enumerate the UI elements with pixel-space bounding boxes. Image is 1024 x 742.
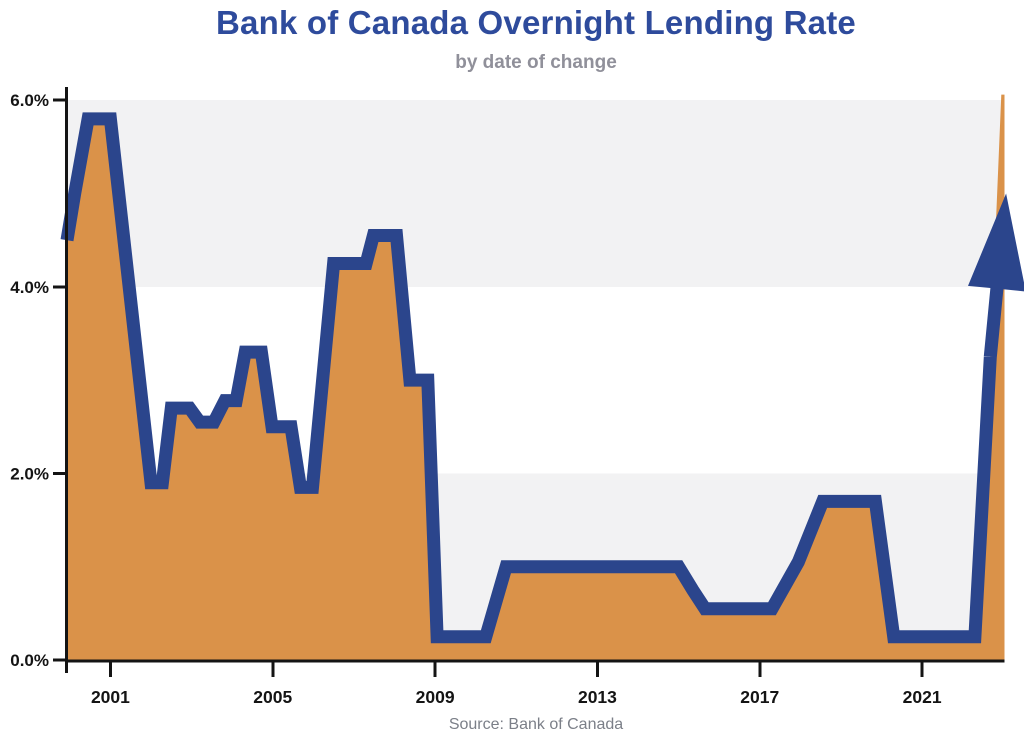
rate-area: [67, 94, 1005, 661]
x-tick-label: 2001: [91, 687, 130, 707]
source-note: Source: Bank of Canada: [448, 716, 624, 733]
y-tick-label: 2.0%: [10, 464, 49, 483]
x-tick-label: 2021: [903, 687, 942, 707]
chart-title: Bank of Canada Overnight Lending Rate: [216, 4, 856, 41]
y-tick-label: 6.0%: [10, 91, 49, 110]
y-tick-label: 4.0%: [10, 278, 49, 297]
plot-band: [67, 100, 1005, 287]
x-tick-label: 2013: [578, 687, 617, 707]
x-tick-label: 2017: [740, 687, 779, 707]
y-tick-label: 0.0%: [10, 651, 49, 670]
x-tick-label: 2009: [416, 687, 455, 707]
rate-line: [60, 112, 997, 644]
x-tick-label: 2005: [253, 687, 292, 707]
trend-arrow-icon: [968, 193, 1024, 358]
chart-subtitle: by date of change: [455, 52, 617, 73]
